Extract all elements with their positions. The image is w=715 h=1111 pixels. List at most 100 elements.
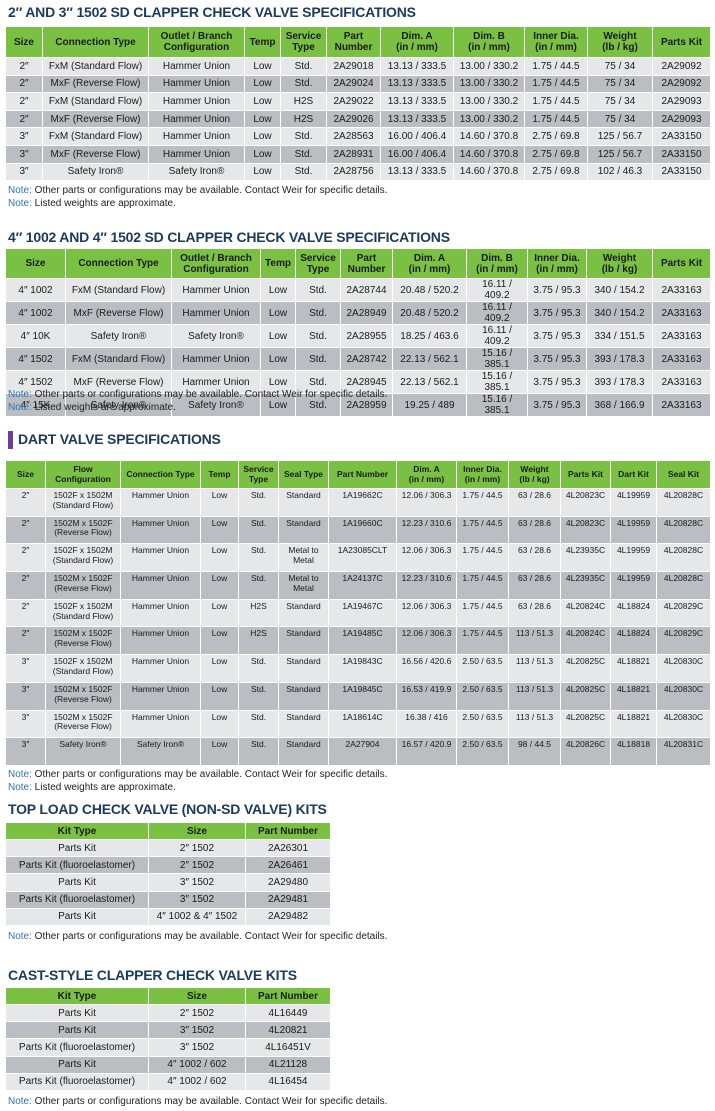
- table-cell: 75 / 34: [587, 57, 653, 76]
- table-cell: MxF (Reverse Flow): [65, 370, 172, 394]
- table-cell: 4L18818: [610, 737, 657, 766]
- table-cell: 2″: [5, 571, 46, 600]
- table-cell: Hammer Union: [120, 488, 201, 517]
- note-text: Other parts or configurations may be ava…: [31, 931, 388, 942]
- table-row: 4″ 1002 FxM (Standard Flow) Hammer Union Lo…: [5, 278, 711, 302]
- note-text: Other parts or configurations may be ava…: [31, 769, 388, 780]
- table-cell: Low: [200, 488, 239, 517]
- table-cell: 4L20821: [245, 1021, 331, 1040]
- table-cell: 14.60 / 370.8: [453, 127, 525, 146]
- section-title: TOP LOAD CHECK VALVE (NON-SD VALVE) KITS: [8, 801, 327, 817]
- table-cell: 75 / 34: [587, 109, 653, 129]
- table-cell: 1502M x 1502F (Reverse Flow): [45, 626, 121, 656]
- table-cell: Std.: [295, 393, 341, 417]
- table-cell: 13.00 / 330.2: [453, 109, 525, 129]
- table-cell: Parts Kit: [5, 1055, 149, 1074]
- table-cell: 16.53 / 419.9: [396, 681, 457, 711]
- table-row: 4″ 15K Safety Iron® Safety Iron® Low Std. 2A2…: [5, 393, 711, 417]
- table-cell: 13.13 / 333.5: [380, 109, 454, 129]
- table-cell: 2.50 / 63.5: [456, 709, 509, 739]
- column-header: Temp: [200, 460, 239, 489]
- table-cell: 22.13 / 562.1: [392, 370, 467, 394]
- table-cell: 3″: [5, 681, 46, 711]
- table-cell: 4L16454: [245, 1072, 331, 1091]
- note: Note: Other parts or configurations may …: [8, 769, 387, 780]
- spec-table: Size Connection Type Outlet / Branch Confi…: [5, 248, 711, 417]
- table-cell: 16.00 / 406.4: [380, 144, 454, 164]
- table-cell: 12.06 / 306.3: [396, 598, 457, 628]
- table-cell: 3.75 / 95.3: [527, 370, 587, 394]
- table-cell: 4L20823C: [560, 515, 611, 545]
- table-cell: Std.: [280, 144, 327, 164]
- table-cell: 22.13 / 562.1: [392, 347, 467, 371]
- header-row: Kit Type Size Part Number: [5, 987, 331, 1005]
- table-cell: Low: [200, 598, 239, 628]
- column-header: Size: [5, 460, 46, 489]
- table-cell: 2A28949: [340, 301, 393, 325]
- table-cell: Safety Iron®: [42, 162, 149, 182]
- column-header: Seal Type: [278, 460, 329, 489]
- table-cell: 2A29026: [326, 109, 381, 129]
- table-cell: 2.75 / 69.8: [524, 144, 588, 164]
- table-row: 3″ Safety Iron® Safety Iron® Low Std. Standar…: [5, 737, 711, 766]
- table-cell: 16.56 / 420.6: [396, 654, 457, 683]
- table-cell: 393 / 178.3: [586, 347, 653, 371]
- table-row: 4″ 1502 FxM (Standard Flow) Hammer Union Lo…: [5, 347, 711, 371]
- table-row: 2″ MxF (Reverse Flow) Hammer Union Low Std. 2…: [5, 74, 711, 94]
- table-cell: 113 / 51.3: [508, 626, 561, 656]
- table-cell: 2.50 / 63.5: [456, 681, 509, 711]
- table-cell: Standard: [278, 654, 329, 683]
- table-cell: Std.: [295, 347, 341, 371]
- table-cell: Safety Iron®: [65, 324, 172, 348]
- table-row: 3″ FxM (Standard Flow) Hammer Union Low Std.…: [5, 127, 711, 146]
- table-row: 2″ 1502F x 1502M (Standard Flow) Hammer Un…: [5, 488, 711, 517]
- table-cell: 1502F x 1502M (Standard Flow): [45, 543, 121, 573]
- table-cell: Std.: [238, 515, 279, 545]
- table-cell: 2A29092: [652, 57, 711, 76]
- table-row: 4″ 10K Safety Iron® Safety Iron® Low Std. 2A2…: [5, 324, 711, 348]
- table-row: Parts Kit (fluoroelastomer) 4″ 1002 / 602…: [5, 1072, 331, 1091]
- table-cell: FxM (Standard Flow): [42, 92, 149, 111]
- table-cell: 1502M x 1502F (Reverse Flow): [45, 571, 121, 600]
- table-cell: 1502F x 1502M (Standard Flow): [45, 654, 121, 683]
- table-cell: Hammer Union: [148, 144, 245, 164]
- header-row: Size Connection Type Outlet / Branch Confi…: [5, 248, 711, 279]
- table-cell: 75 / 34: [587, 74, 653, 94]
- table-row: 4″ 1002 MxF (Reverse Flow) Hammer Union Low…: [5, 301, 711, 325]
- table-cell: 1A24137C: [328, 571, 397, 600]
- column-header: Weight (lb / kg): [586, 248, 653, 279]
- column-header: Weight (lb / kg): [508, 460, 561, 489]
- column-header: Service Type: [238, 460, 279, 489]
- table-cell: 4L20831C: [656, 737, 711, 766]
- table-cell: Low: [200, 737, 239, 766]
- table-cell: H2S: [280, 92, 327, 111]
- table-cell: 19.25 / 489: [392, 393, 467, 417]
- table-cell: 13.00 / 330.2: [453, 74, 525, 94]
- table-cell: 4L18821: [610, 654, 657, 683]
- table-cell: MxF (Reverse Flow): [42, 74, 149, 94]
- table-cell: 4L20828C: [656, 571, 711, 600]
- table-row: 3″ 1502F x 1502M (Standard Flow) Hammer Un…: [5, 654, 711, 683]
- table-cell: 4L19959: [610, 571, 657, 600]
- column-header: Dart Kit: [610, 460, 657, 489]
- table-cell: 3″ 1502: [148, 1038, 246, 1057]
- table-cell: 334 / 151.5: [586, 324, 653, 348]
- table-cell: 4″ 1502: [5, 347, 66, 371]
- note-text: Other parts or configurations may be ava…: [31, 185, 388, 196]
- table-cell: Parts Kit (fluoroelastomer): [5, 1072, 149, 1091]
- table-cell: 1A19843C: [328, 654, 397, 683]
- column-header: Dim. A (in / mm): [392, 248, 467, 279]
- table-row: Parts Kit 4″ 1002 / 602 4L21128: [5, 1055, 331, 1074]
- table-cell: 2A33150: [652, 127, 711, 146]
- table-cell: MxF (Reverse Flow): [42, 144, 149, 164]
- section-title: 4″ 1002 AND 4″ 1502 SD CLAPPER CHECK VAL…: [8, 229, 450, 245]
- table-cell: 2A28945: [340, 370, 393, 394]
- table-cell: Parts Kit: [5, 873, 149, 892]
- table-cell: Low: [200, 709, 239, 739]
- table-cell: 4″ 1002 / 602: [148, 1055, 246, 1074]
- table-cell: Std.: [295, 301, 341, 325]
- table-cell: H2S: [238, 626, 279, 656]
- note: Note: Listed weights are approximate.: [8, 782, 176, 793]
- table-cell: 2A26461: [245, 856, 331, 875]
